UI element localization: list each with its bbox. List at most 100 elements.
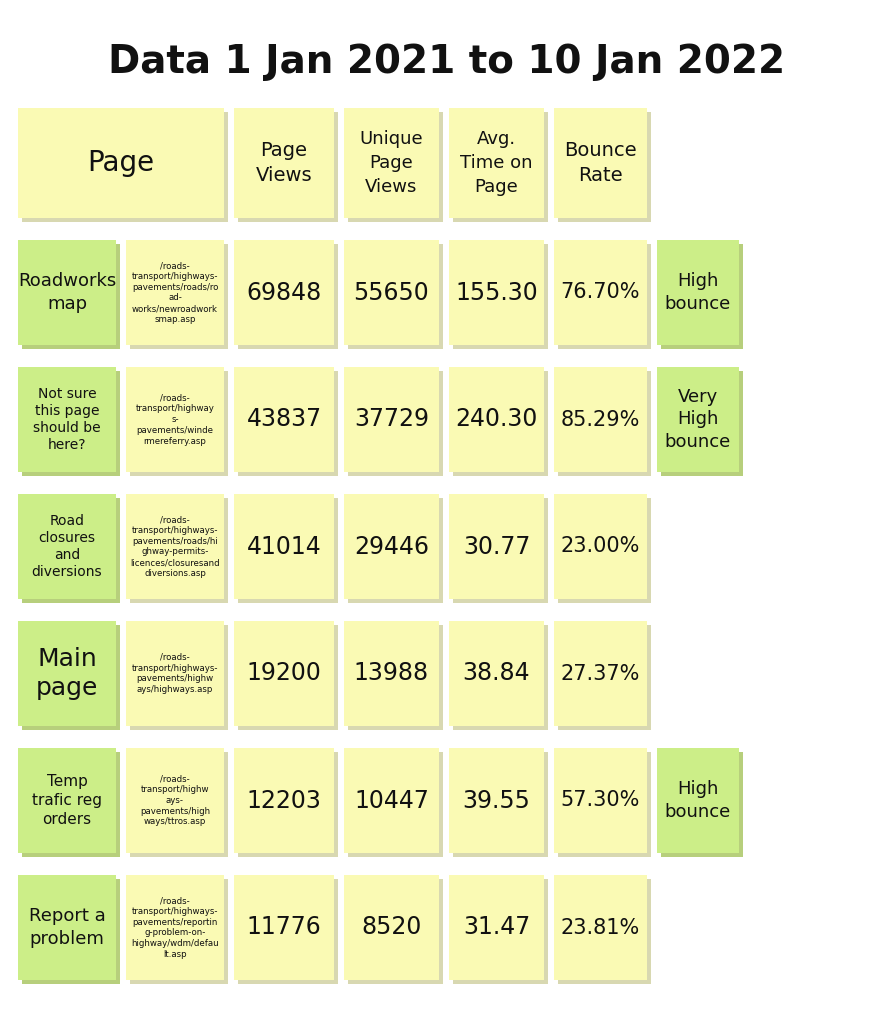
FancyBboxPatch shape (557, 371, 650, 476)
FancyBboxPatch shape (130, 244, 228, 349)
FancyBboxPatch shape (233, 108, 333, 218)
FancyBboxPatch shape (452, 752, 547, 857)
FancyBboxPatch shape (348, 879, 443, 984)
FancyBboxPatch shape (348, 498, 443, 603)
Text: 13988: 13988 (353, 662, 428, 685)
FancyBboxPatch shape (553, 108, 646, 218)
FancyBboxPatch shape (238, 752, 338, 857)
FancyBboxPatch shape (126, 240, 224, 345)
Text: 85.29%: 85.29% (561, 410, 639, 429)
Text: Page: Page (88, 150, 155, 177)
Text: 8520: 8520 (361, 915, 421, 939)
Text: Not sure
this page
should be
here?: Not sure this page should be here? (33, 386, 101, 453)
Text: 27.37%: 27.37% (561, 664, 639, 683)
FancyBboxPatch shape (126, 494, 224, 599)
FancyBboxPatch shape (130, 498, 228, 603)
FancyBboxPatch shape (557, 112, 650, 222)
FancyBboxPatch shape (553, 874, 646, 980)
FancyBboxPatch shape (233, 621, 333, 726)
FancyBboxPatch shape (348, 371, 443, 476)
Text: 155.30: 155.30 (455, 281, 537, 304)
FancyBboxPatch shape (22, 244, 120, 349)
FancyBboxPatch shape (130, 752, 228, 857)
Text: 12203: 12203 (246, 788, 321, 812)
FancyBboxPatch shape (553, 367, 646, 472)
FancyBboxPatch shape (557, 879, 650, 984)
Text: 39.55: 39.55 (462, 788, 530, 812)
FancyBboxPatch shape (22, 371, 120, 476)
FancyBboxPatch shape (553, 240, 646, 345)
FancyBboxPatch shape (18, 240, 116, 345)
FancyBboxPatch shape (126, 621, 224, 726)
FancyBboxPatch shape (553, 748, 646, 853)
FancyBboxPatch shape (452, 625, 547, 730)
Text: 31.47: 31.47 (462, 915, 529, 939)
Text: 38.84: 38.84 (462, 662, 530, 685)
Text: Roadworks
map: Roadworks map (18, 272, 116, 312)
Text: 240.30: 240.30 (455, 408, 537, 431)
FancyBboxPatch shape (343, 367, 439, 472)
Text: Avg.
Time on
Page: Avg. Time on Page (460, 130, 532, 196)
FancyBboxPatch shape (452, 879, 547, 984)
Text: 41014: 41014 (247, 535, 321, 558)
FancyBboxPatch shape (126, 748, 224, 853)
FancyBboxPatch shape (553, 494, 646, 599)
Text: High
bounce: High bounce (664, 272, 730, 312)
Text: /roads-
transport/highways-
pavements/highw
ays/highways.asp: /roads- transport/highways- pavements/hi… (131, 653, 218, 694)
FancyBboxPatch shape (233, 240, 333, 345)
FancyBboxPatch shape (557, 752, 650, 857)
FancyBboxPatch shape (22, 498, 120, 603)
FancyBboxPatch shape (130, 625, 228, 730)
FancyBboxPatch shape (343, 240, 439, 345)
FancyBboxPatch shape (656, 748, 738, 853)
Text: 37729: 37729 (354, 408, 428, 431)
Text: Main
page: Main page (36, 646, 98, 700)
FancyBboxPatch shape (233, 748, 333, 853)
FancyBboxPatch shape (449, 748, 544, 853)
Text: 11776: 11776 (247, 915, 321, 939)
Text: High
bounce: High bounce (664, 780, 730, 820)
Text: Page
Views: Page Views (256, 141, 312, 185)
FancyBboxPatch shape (452, 498, 547, 603)
FancyBboxPatch shape (238, 112, 338, 222)
FancyBboxPatch shape (449, 240, 544, 345)
FancyBboxPatch shape (661, 244, 742, 349)
FancyBboxPatch shape (557, 625, 650, 730)
FancyBboxPatch shape (656, 367, 738, 472)
FancyBboxPatch shape (18, 748, 116, 853)
Text: /roads-
transport/highways-
pavements/reportin
g-problem-on-
highway/wdm/defau
l: /roads- transport/highways- pavements/re… (131, 896, 218, 958)
FancyBboxPatch shape (449, 874, 544, 980)
FancyBboxPatch shape (22, 112, 228, 222)
Text: /roads-
transport/highways-
pavements/roads/ro
ad-
works/newroadwork
smap.asp: /roads- transport/highways- pavements/ro… (131, 261, 218, 324)
Text: /roads-
transport/highw
ays-
pavements/high
ways/ttros.asp: /roads- transport/highw ays- pavements/h… (139, 774, 210, 826)
Text: 43837: 43837 (246, 408, 321, 431)
FancyBboxPatch shape (449, 621, 544, 726)
FancyBboxPatch shape (126, 367, 224, 472)
FancyBboxPatch shape (557, 244, 650, 349)
FancyBboxPatch shape (238, 625, 338, 730)
FancyBboxPatch shape (238, 879, 338, 984)
FancyBboxPatch shape (18, 367, 116, 472)
Text: Unique
Page
Views: Unique Page Views (359, 130, 423, 196)
Text: 23.81%: 23.81% (561, 918, 639, 938)
FancyBboxPatch shape (343, 494, 439, 599)
Text: 55650: 55650 (353, 281, 429, 304)
FancyBboxPatch shape (18, 494, 116, 599)
FancyBboxPatch shape (449, 494, 544, 599)
Text: Data 1 Jan 2021 to 10 Jan 2022: Data 1 Jan 2021 to 10 Jan 2022 (108, 43, 785, 81)
Text: 76.70%: 76.70% (561, 283, 639, 302)
FancyBboxPatch shape (656, 240, 738, 345)
FancyBboxPatch shape (348, 244, 443, 349)
FancyBboxPatch shape (238, 371, 338, 476)
FancyBboxPatch shape (130, 371, 228, 476)
FancyBboxPatch shape (18, 874, 116, 980)
Text: 23.00%: 23.00% (561, 537, 639, 556)
Text: /roads-
transport/highway
s-
pavements/winde
rmereferry.asp: /roads- transport/highway s- pavements/w… (135, 393, 215, 445)
Text: Bounce
Rate: Bounce Rate (563, 141, 637, 185)
FancyBboxPatch shape (22, 752, 120, 857)
FancyBboxPatch shape (343, 874, 439, 980)
Text: 10447: 10447 (354, 788, 428, 812)
FancyBboxPatch shape (449, 108, 544, 218)
FancyBboxPatch shape (18, 108, 224, 218)
FancyBboxPatch shape (343, 621, 439, 726)
